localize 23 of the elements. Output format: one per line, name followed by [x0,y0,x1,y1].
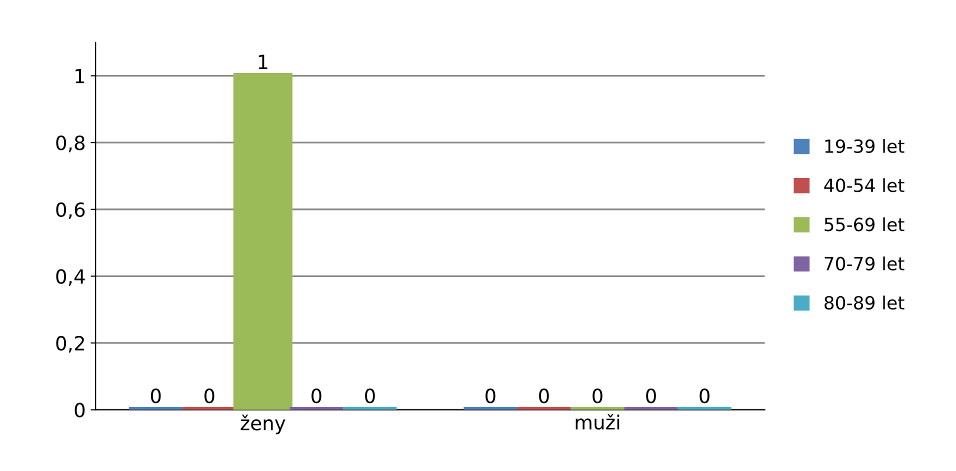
data-label: 1 [258,54,268,69]
data-label: 0 [365,388,375,404]
legend-label: 40-54 let [824,178,904,192]
legend-label: 19-39 let [825,139,904,154]
data-label: 0 [592,388,602,404]
legend-label: 55-69 let [824,217,904,232]
x-tick-label: muži [576,414,620,430]
y-tick-label: 0,2 [56,336,84,353]
data-label: 0 [312,388,322,404]
x-tick-label: ženy [240,414,286,434]
data-label: 0 [204,388,214,404]
legend-label: 70-79 let [824,256,904,270]
y-tick-label: 0,4 [56,269,85,286]
y-tick-label: 0,8 [56,136,85,152]
y-tick-label: 1 [76,69,84,84]
data-label: 0 [539,388,549,404]
y-tick-label: 0 [74,402,85,418]
y-tick-label: 0,6 [56,202,85,220]
data-label: 0 [150,388,161,404]
data-label: 0 [646,388,656,404]
legend-label: 80-89 let [824,296,904,310]
data-label: 0 [486,388,496,404]
data-label: 0 [700,388,710,404]
